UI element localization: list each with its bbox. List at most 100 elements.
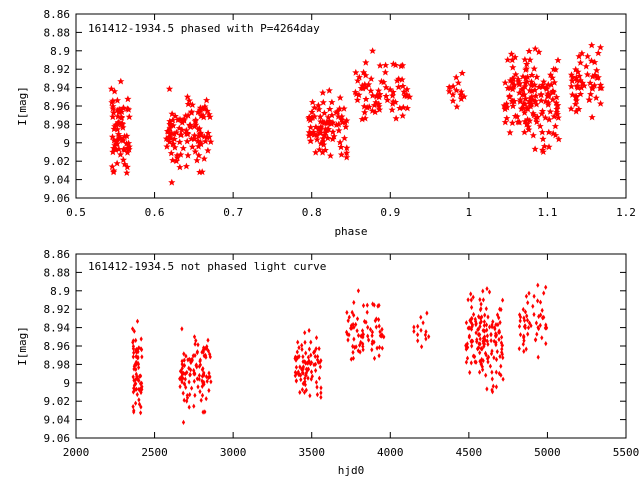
data-point [119,156,127,164]
data-point [485,386,489,392]
x-tick-label: 2000 [63,446,90,459]
data-point [110,168,118,176]
data-point [179,144,187,152]
data-point [355,316,360,322]
data-point [163,143,171,150]
data-point [583,70,592,78]
data-point [508,119,516,127]
x-tick-label: 1.1 [537,206,557,219]
x-tick-label: 0.5 [66,206,86,219]
data-point [113,96,121,104]
unphased-axis-ticks: 2000 2500 3000 3500 4000 4500 5000 5500 8.86 8.88… [44,248,640,459]
data-point [381,68,389,76]
data-point [419,327,423,333]
x-tick-label: 5000 [534,446,561,459]
data-point [307,137,315,144]
data-point [188,392,192,398]
data-point [382,61,390,69]
data-point [299,377,303,383]
data-point [494,384,498,390]
data-point [298,389,302,395]
data-point [326,152,335,159]
data-point [468,369,472,376]
data-point [139,336,143,342]
data-point [314,335,319,341]
data-point [535,331,539,337]
data-point [596,43,605,51]
data-point [365,309,369,315]
data-point [509,63,517,71]
data-point [199,397,203,403]
data-point [478,350,482,356]
y-tick-label: 8.98 [44,358,71,371]
data-point [588,41,596,49]
data-point [527,290,531,296]
data-point [503,114,511,122]
y-tick-label: 8.94 [44,322,71,335]
unphased-plot-title: 161412-1934.5 not phased light curve [88,260,326,273]
unphased-data-points [131,282,549,425]
data-point [416,332,420,338]
data-point [466,297,470,303]
data-point [314,367,318,374]
data-point [297,345,301,351]
y-tick-label: 9.02 [44,395,71,408]
data-point [420,344,424,350]
phased-data-points [107,41,606,186]
data-point [308,393,312,399]
data-point [377,323,381,329]
data-point [482,319,486,325]
data-point [325,86,333,94]
data-point [489,331,493,337]
y-tick-label: 9 [63,137,70,150]
data-point [192,378,196,384]
data-point [182,162,190,170]
data-point [367,87,375,94]
data-point [500,334,504,340]
x-tick-label: 5500 [613,446,640,459]
data-point [481,297,485,303]
y-tick-label: 8.9 [50,285,70,298]
data-point [168,178,176,186]
unphased-plot: 2000 2500 3000 3500 4000 4500 5000 5500 8.86 8.88… [16,248,639,477]
data-point [180,326,184,332]
y-tick-label: 9.02 [44,155,71,168]
data-point [544,284,548,290]
data-point [362,95,370,103]
data-point [501,79,509,86]
data-point [526,56,534,64]
data-point [309,339,313,345]
data-point [536,298,540,304]
data-point [296,339,300,345]
phased-plot-frame [75,13,627,199]
data-point [315,384,319,390]
y-tick-label: 9.04 [44,414,71,427]
data-point [134,400,138,406]
data-point [135,391,139,398]
x-tick-label: 0.9 [380,206,400,219]
data-point [479,301,483,307]
data-point [551,122,559,130]
data-point [537,97,545,104]
data-point [425,310,429,316]
data-point [209,379,213,385]
data-point [362,58,370,66]
data-point [315,392,319,398]
unphased-plot-frame [75,253,627,439]
data-point [328,98,336,106]
x-tick-label: 4500 [456,446,483,459]
x-tick-label: 1.2 [616,206,636,219]
data-point [469,360,473,366]
data-point [380,345,384,351]
data-point [313,353,317,360]
data-point [388,106,396,113]
data-point [499,363,503,369]
data-point [356,288,360,294]
data-point [594,49,602,57]
data-point [303,339,307,345]
data-point [300,346,304,352]
data-point [529,131,537,139]
phased-axis-ticks: 0.5 0.6 0.7 0.8 0.9 1 1.1 1.2 8.86 8.88 8.9 8.92 8.9… [44,8,636,219]
data-point [336,138,344,146]
